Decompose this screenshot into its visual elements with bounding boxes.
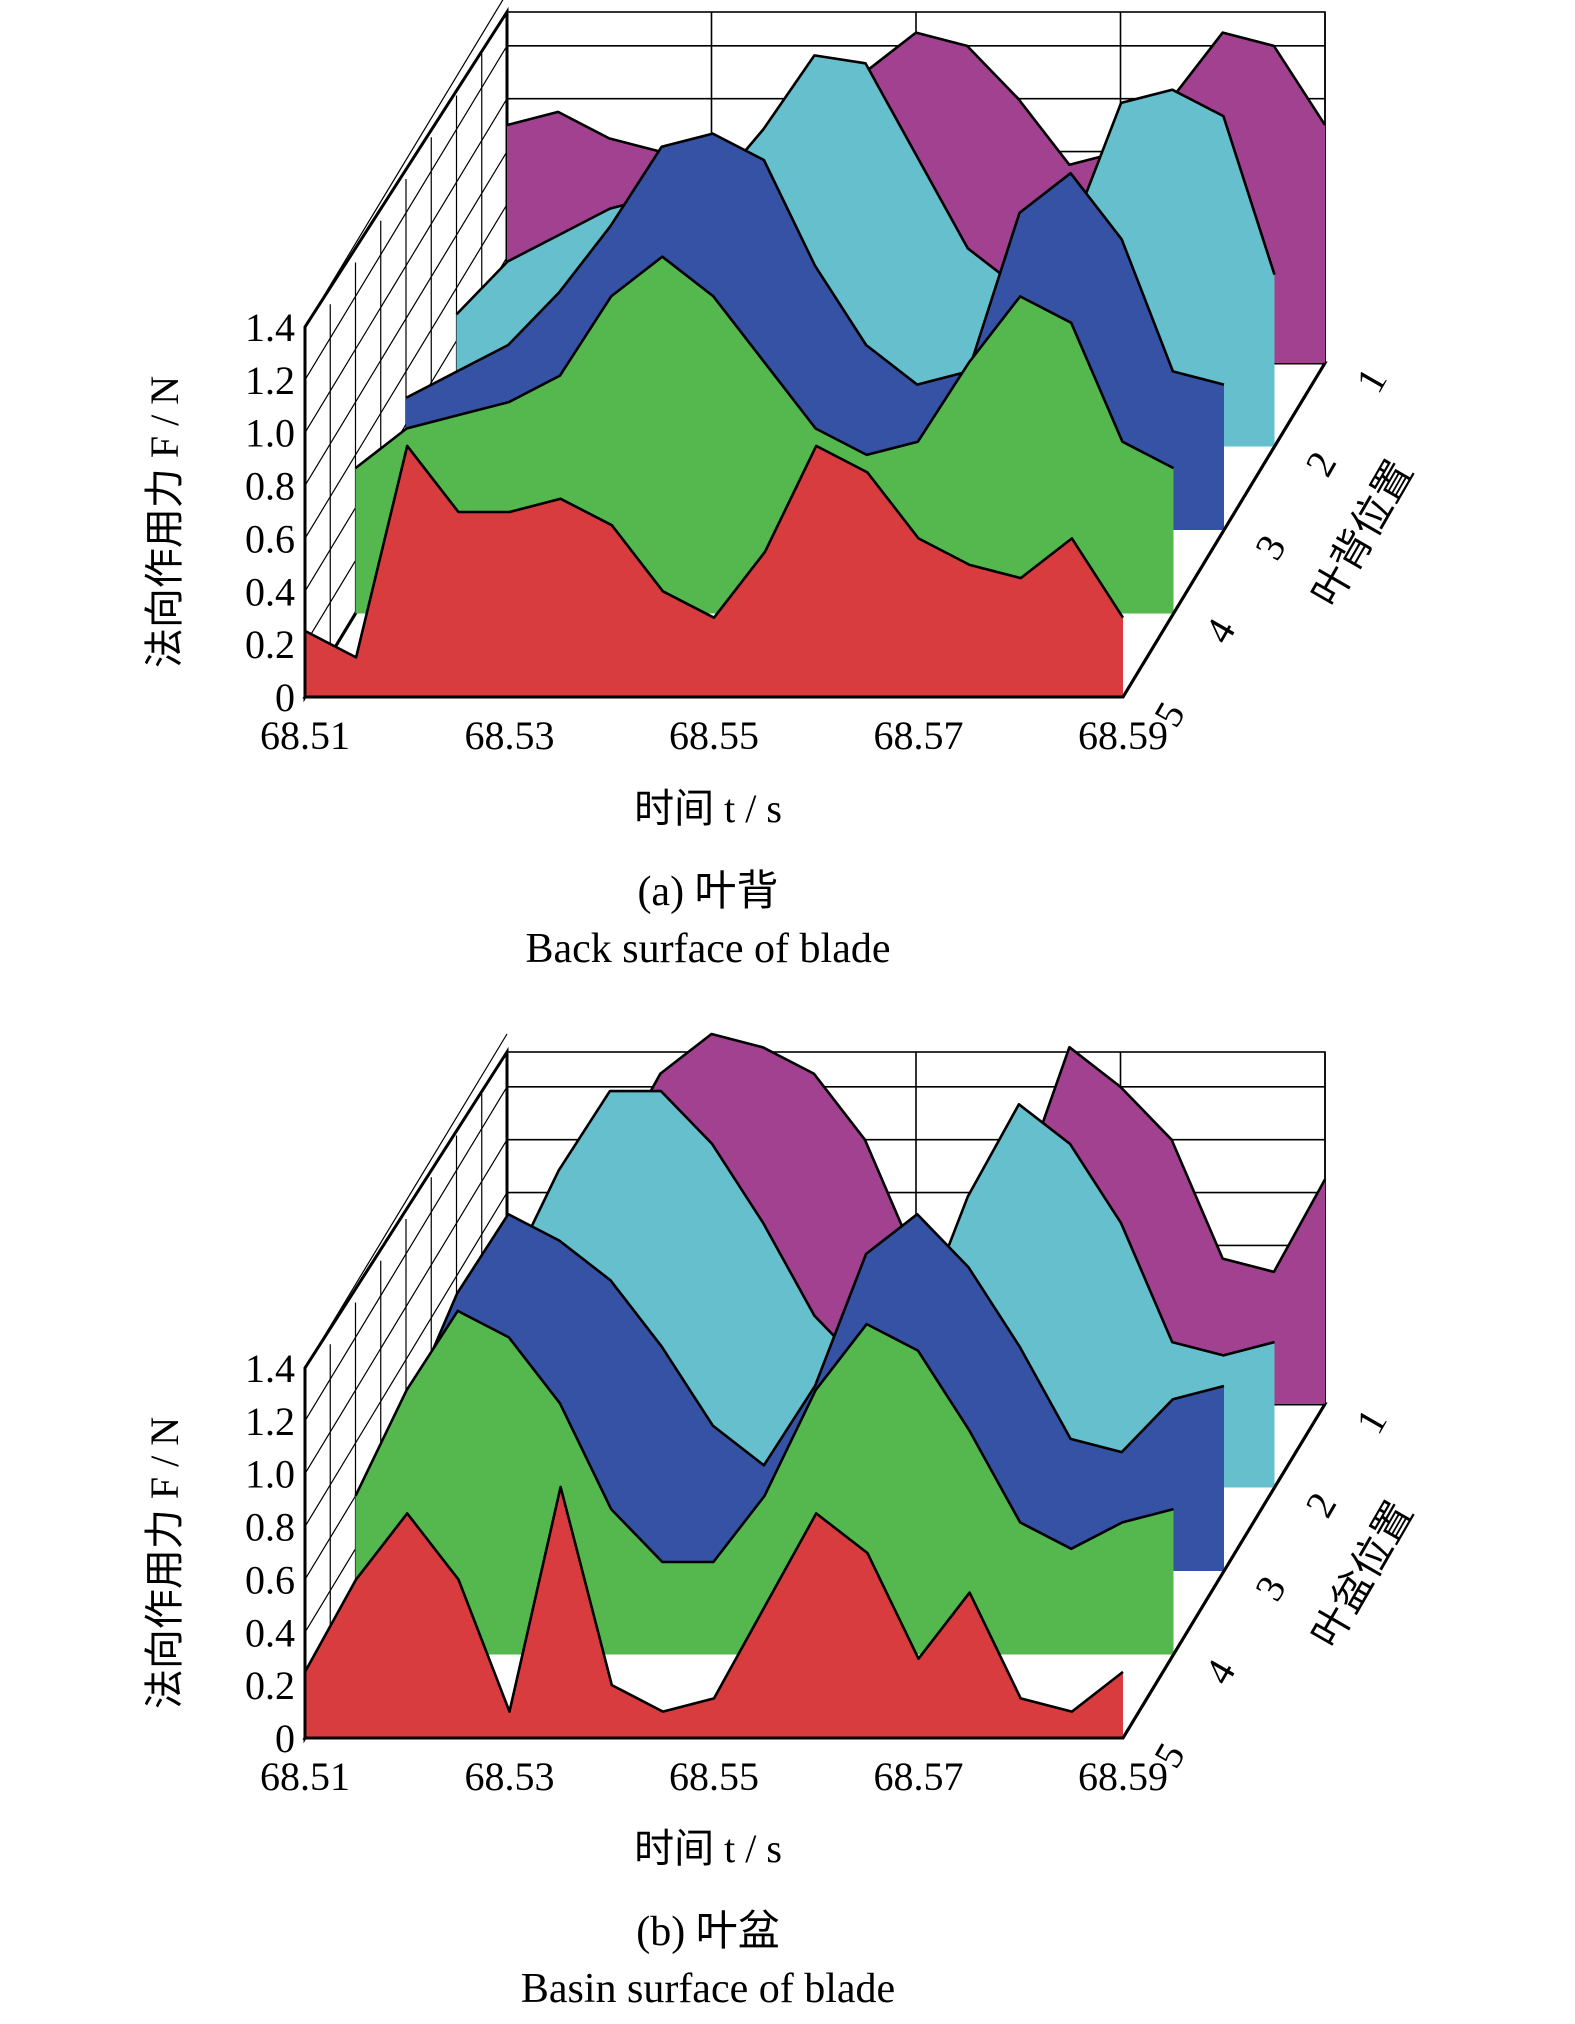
y-axis-label: 法向作用力 F / N bbox=[142, 1417, 187, 1709]
z-tick-label: 3 bbox=[1246, 1568, 1295, 1608]
z-axis-line bbox=[1121, 1403, 1327, 1739]
x-tick-label: 68.57 bbox=[874, 713, 964, 758]
panel-back-surface: 0 0.2 0.4 0.6 0.8 1.0 1.2 1.4 68.51 68.53 68.55 68.… bbox=[142, 0, 1422, 972]
x-tick-label: 68.59 bbox=[1078, 1754, 1168, 1799]
y-axis-label: 法向作用力 F / N bbox=[142, 376, 187, 668]
y-tick-label: 0.6 bbox=[245, 516, 295, 561]
series-line-pos-4 bbox=[354, 1309, 1174, 1564]
y-tick-label: 0.4 bbox=[245, 1610, 295, 1655]
x-tick-label: 68.59 bbox=[1078, 713, 1168, 758]
y-tick-label: 0.6 bbox=[245, 1557, 295, 1602]
x-tick-label: 68.51 bbox=[260, 713, 350, 758]
y-tick-label: 1.0 bbox=[245, 411, 295, 456]
y-tick-label: 1.2 bbox=[245, 358, 295, 403]
series-line-pos-5 bbox=[303, 1485, 1124, 1713]
series-line-pos-3 bbox=[405, 132, 1225, 400]
series-group bbox=[304, 31, 1327, 697]
y-tick-label: 0.4 bbox=[245, 569, 295, 614]
y-tick-label: 1.4 bbox=[245, 305, 295, 350]
z-tick-label: 1 bbox=[1347, 360, 1396, 400]
x-tick-label: 68.57 bbox=[874, 1754, 964, 1799]
panel-caption: Basin surface of blade bbox=[521, 1966, 895, 2012]
series-area-pos-5 bbox=[305, 1486, 1123, 1738]
series-area-pos-5 bbox=[305, 445, 1123, 697]
series-line-pos-3 bbox=[404, 1212, 1225, 1467]
series-line-pos-1 bbox=[506, 31, 1327, 180]
x-tick-label: 68.51 bbox=[260, 1754, 350, 1799]
series-line-pos-4 bbox=[354, 255, 1175, 470]
z-tick-label: 4 bbox=[1195, 611, 1244, 651]
y-tick-label: 0.8 bbox=[245, 1505, 295, 1550]
x-axis-label: 时间 t / s bbox=[634, 786, 782, 831]
panel-label: (b) 叶盆 bbox=[636, 1909, 779, 1955]
z-axis-line bbox=[1121, 362, 1327, 698]
z-tick-label: 1 bbox=[1347, 1401, 1396, 1441]
panel-label: (a) 叶背 bbox=[637, 869, 778, 915]
y-tick-label: 0 bbox=[275, 1716, 295, 1761]
x-tick-label: 68.55 bbox=[669, 1754, 759, 1799]
x-tick-label: 68.53 bbox=[465, 713, 555, 758]
y-tick-label: 1.4 bbox=[245, 1346, 295, 1391]
y-tick-label: 1.2 bbox=[245, 1399, 295, 1444]
z-tick-label: 2 bbox=[1296, 1485, 1345, 1525]
series-line-pos-5 bbox=[304, 444, 1125, 659]
panel-caption: Back surface of blade bbox=[526, 926, 891, 972]
series-group bbox=[303, 1032, 1327, 1738]
y-tick-label: 0.2 bbox=[245, 1663, 295, 1708]
panel-basin-surface: 0 0.2 0.4 0.6 0.8 1.0 1.2 1.4 68.51 68.53 68.55 68.… bbox=[142, 1032, 1422, 2012]
x-axis-label: 时间 t / s bbox=[634, 1826, 782, 1871]
z-tick-label: 3 bbox=[1246, 527, 1295, 567]
y-tick-label: 1.0 bbox=[245, 1452, 295, 1497]
z-axis-label: 叶盆位置 bbox=[1303, 1494, 1422, 1655]
y-tick-label: 0 bbox=[275, 675, 295, 720]
z-tick-label: 4 bbox=[1195, 1652, 1244, 1692]
x-tick-label: 68.55 bbox=[669, 713, 759, 758]
y-tick-label: 0.2 bbox=[245, 622, 295, 667]
z-axis-label: 叶背位置 bbox=[1303, 453, 1422, 614]
y-tick-label: 0.8 bbox=[245, 464, 295, 509]
z-tick-label: 2 bbox=[1296, 444, 1345, 484]
series-line-pos-2 bbox=[455, 54, 1276, 316]
x-tick-label: 68.53 bbox=[465, 1754, 555, 1799]
